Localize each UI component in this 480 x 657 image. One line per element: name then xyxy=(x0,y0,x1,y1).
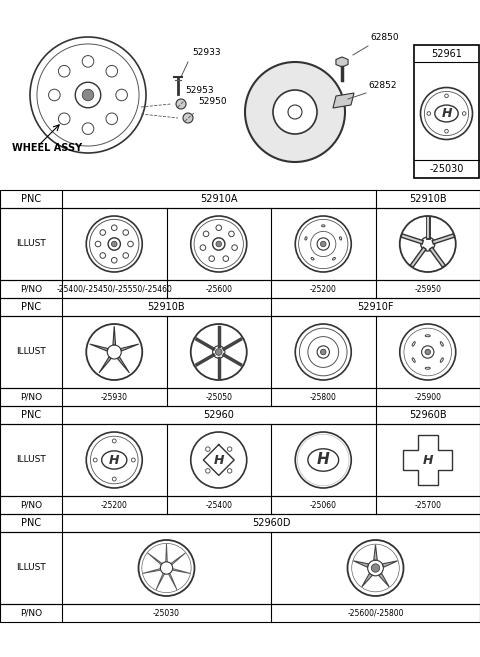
Text: -25030: -25030 xyxy=(153,608,180,618)
Bar xyxy=(0,190,480,208)
Circle shape xyxy=(372,564,380,572)
Text: H: H xyxy=(441,107,452,120)
Polygon shape xyxy=(379,574,389,587)
Text: PNC: PNC xyxy=(21,410,41,420)
Bar xyxy=(0,424,480,496)
Bar xyxy=(0,280,480,298)
Text: 52910A: 52910A xyxy=(200,194,238,204)
Bar xyxy=(0,532,480,604)
Circle shape xyxy=(216,349,222,355)
Text: P/NO: P/NO xyxy=(20,501,42,509)
Circle shape xyxy=(273,90,317,134)
Circle shape xyxy=(321,350,326,355)
Text: H: H xyxy=(422,453,433,466)
Text: PNC: PNC xyxy=(21,518,41,528)
Polygon shape xyxy=(120,344,139,351)
Bar xyxy=(0,208,480,280)
Bar xyxy=(0,604,480,622)
Text: -25060: -25060 xyxy=(310,501,337,509)
Circle shape xyxy=(82,89,94,101)
Text: WHEEL ASSY: WHEEL ASSY xyxy=(12,143,82,153)
Text: H: H xyxy=(317,453,330,468)
Polygon shape xyxy=(383,561,397,567)
Polygon shape xyxy=(118,357,130,373)
Text: ILLUST: ILLUST xyxy=(16,348,46,357)
Polygon shape xyxy=(353,561,369,567)
Text: 52961: 52961 xyxy=(431,49,462,59)
Polygon shape xyxy=(166,543,167,562)
Bar xyxy=(0,316,480,388)
Polygon shape xyxy=(336,57,348,67)
Text: P/NO: P/NO xyxy=(20,284,42,294)
Text: 52910F: 52910F xyxy=(357,302,394,312)
Text: -25900: -25900 xyxy=(414,392,441,401)
Text: -25200: -25200 xyxy=(101,501,128,509)
Polygon shape xyxy=(168,574,177,590)
Text: -25030: -25030 xyxy=(429,164,464,174)
Circle shape xyxy=(183,113,193,123)
Polygon shape xyxy=(374,545,377,560)
Text: -25950: -25950 xyxy=(414,284,441,294)
Bar xyxy=(0,514,480,532)
Polygon shape xyxy=(143,569,160,574)
Text: ILLUST: ILLUST xyxy=(16,564,46,572)
Text: -25050: -25050 xyxy=(205,392,232,401)
Text: 52953: 52953 xyxy=(185,86,214,95)
Text: -25400/-25450/-25550/-25460: -25400/-25450/-25550/-25460 xyxy=(56,284,172,294)
Text: P/NO: P/NO xyxy=(20,608,42,618)
Bar xyxy=(0,388,480,406)
Text: 52933: 52933 xyxy=(192,48,221,57)
Circle shape xyxy=(425,350,431,355)
Text: -25200: -25200 xyxy=(310,284,336,294)
Bar xyxy=(0,406,480,424)
Text: 62852: 62852 xyxy=(368,81,396,90)
Polygon shape xyxy=(156,574,165,590)
Polygon shape xyxy=(173,569,190,574)
Circle shape xyxy=(176,99,186,109)
Text: 52910B: 52910B xyxy=(148,302,185,312)
Text: PNC: PNC xyxy=(21,302,41,312)
Circle shape xyxy=(111,241,117,247)
Text: 52910B: 52910B xyxy=(409,194,446,204)
Polygon shape xyxy=(113,327,116,345)
Text: ILLUST: ILLUST xyxy=(16,240,46,248)
Text: 52960B: 52960B xyxy=(409,410,446,420)
Circle shape xyxy=(321,241,326,247)
Bar xyxy=(414,45,479,178)
Text: ILLUST: ILLUST xyxy=(16,455,46,464)
Text: P/NO: P/NO xyxy=(20,392,42,401)
Polygon shape xyxy=(333,93,354,108)
Text: 62850: 62850 xyxy=(370,33,398,42)
Text: -25600/-25800: -25600/-25800 xyxy=(347,608,404,618)
Polygon shape xyxy=(99,357,111,373)
Text: -25400: -25400 xyxy=(205,501,232,509)
Polygon shape xyxy=(90,344,108,351)
Text: H: H xyxy=(214,453,224,466)
Text: -25930: -25930 xyxy=(101,392,128,401)
Text: H: H xyxy=(109,453,120,466)
Bar xyxy=(0,298,480,316)
Polygon shape xyxy=(171,553,186,564)
Circle shape xyxy=(216,241,222,247)
Polygon shape xyxy=(362,574,372,587)
Text: 52950: 52950 xyxy=(198,97,227,106)
Polygon shape xyxy=(147,553,162,564)
Circle shape xyxy=(245,62,345,162)
Text: -25700: -25700 xyxy=(414,501,441,509)
Text: 52960: 52960 xyxy=(204,410,234,420)
Bar xyxy=(0,496,480,514)
Text: -25600: -25600 xyxy=(205,284,232,294)
Text: PNC: PNC xyxy=(21,194,41,204)
Text: 52960D: 52960D xyxy=(252,518,290,528)
Text: -25800: -25800 xyxy=(310,392,336,401)
